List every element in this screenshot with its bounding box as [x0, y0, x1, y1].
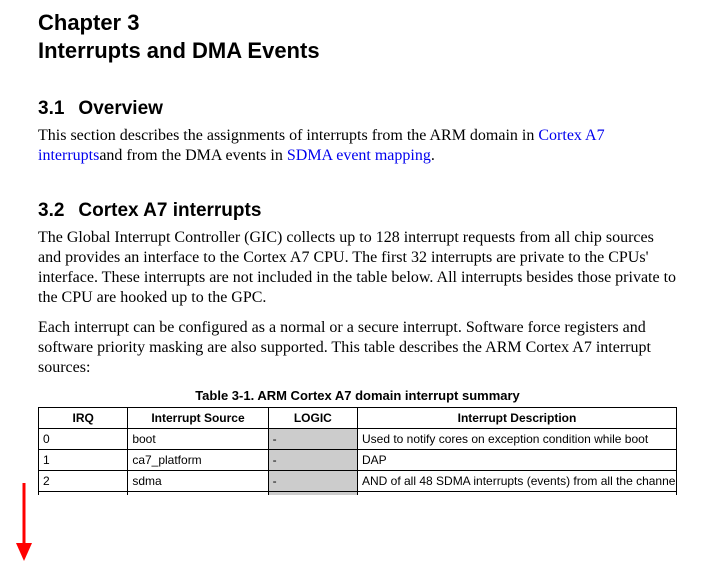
cell-source: boot — [128, 429, 268, 450]
chapter-label: Chapter 3 — [38, 10, 677, 36]
cell-irq: 0 — [39, 429, 128, 450]
cell-desc: AND of all 48 SDMA interrupts (events) f… — [357, 471, 676, 492]
overview-text-1: This section describes the assignments o… — [38, 127, 538, 144]
cell-logic: - — [268, 492, 357, 496]
section-2-title: Cortex A7 interrupts — [78, 200, 261, 221]
cell-irq: 3 — [39, 492, 128, 496]
table-row: 3 tsc - TSC interrupt — [39, 492, 677, 496]
link-sdma-event-mapping[interactable]: SDMA event mapping — [287, 147, 431, 164]
cell-logic: - — [268, 429, 357, 450]
cell-source: tsc — [128, 492, 268, 496]
section-1-paragraph: This section describes the assignments o… — [38, 126, 677, 166]
section-2-number: 3.2 — [38, 200, 64, 222]
section-2-paragraph-2: Each interrupt can be configured as a no… — [38, 318, 677, 378]
cell-desc: TSC interrupt — [357, 492, 676, 496]
table-caption: Table 3-1. ARM Cortex A7 domain interrup… — [38, 388, 677, 403]
th-logic: LOGIC — [268, 408, 357, 429]
th-desc: Interrupt Description — [357, 408, 676, 429]
th-irq: IRQ — [39, 408, 128, 429]
section-2-paragraph-1: The Global Interrupt Controller (GIC) co… — [38, 228, 677, 308]
cell-desc: DAP — [357, 450, 676, 471]
cell-logic: - — [268, 471, 357, 492]
cell-source: sdma — [128, 471, 268, 492]
section-2-heading: 3.2 Cortex A7 interrupts — [38, 200, 677, 222]
interrupt-table: IRQ Interrupt Source LOGIC Interrupt Des… — [38, 407, 677, 495]
table-row: 1 ca7_platform - DAP — [39, 450, 677, 471]
cell-irq: 2 — [39, 471, 128, 492]
table-header-row: IRQ Interrupt Source LOGIC Interrupt Des… — [39, 408, 677, 429]
table-row: 0 boot - Used to notify cores on excepti… — [39, 429, 677, 450]
section-1-heading: 3.1 Overview — [38, 98, 677, 120]
overview-text-end: . — [431, 147, 435, 164]
cell-desc: Used to notify cores on exception condit… — [357, 429, 676, 450]
section-1-title: Overview — [78, 98, 163, 119]
red-arrow-annotation-icon — [14, 483, 34, 561]
table-row: 2 sdma - AND of all 48 SDMA interrupts (… — [39, 471, 677, 492]
cell-irq: 1 — [39, 450, 128, 471]
section-1-number: 3.1 — [38, 98, 64, 120]
chapter-title: Interrupts and DMA Events — [38, 38, 677, 64]
cell-source: ca7_platform — [128, 450, 268, 471]
overview-text-2: and from the DMA events in — [99, 147, 287, 164]
cell-logic: - — [268, 450, 357, 471]
th-source: Interrupt Source — [128, 408, 268, 429]
